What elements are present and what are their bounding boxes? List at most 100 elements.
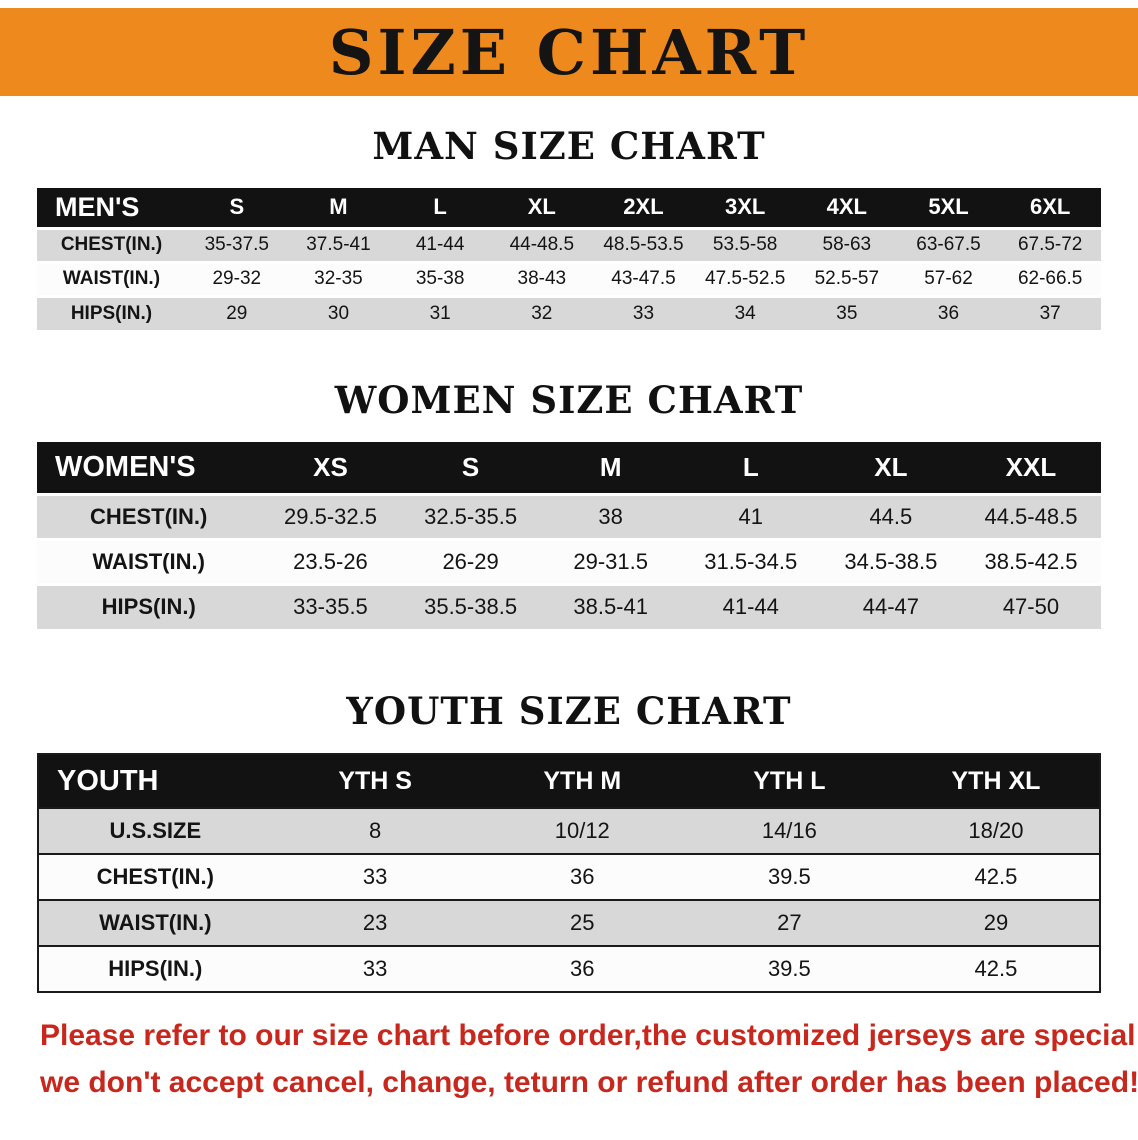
value-cell: 33 <box>632 302 655 324</box>
column-header-cell: XL <box>874 451 908 482</box>
table-row: CHEST(IN.) 33 36 39.5 42.5 <box>38 854 1100 900</box>
man-size-chart-table: MEN'S S M L XL 2XL 3XL 4XL 5XL 6XL CHEST(IN.) 35-37… <box>37 188 1101 330</box>
value-cell: 39.5 <box>767 956 811 981</box>
value-cell: 35-38 <box>415 268 465 289</box>
value-cell: 43-47.5 <box>611 268 676 289</box>
value-cell: 35 <box>836 302 858 324</box>
column-header-cell: YTH S <box>338 766 412 795</box>
row-label-cell: CHEST(IN.) <box>60 234 163 255</box>
value-cell: 36 <box>570 956 595 981</box>
value-cell: 52.5-57 <box>814 268 880 289</box>
women-size-chart-title: WOMEN SIZE CHART <box>334 378 804 422</box>
value-cell: 42.5 <box>974 864 1018 889</box>
value-cell: 29.5-32.5 <box>284 503 377 529</box>
value-cell: 41 <box>738 503 763 529</box>
table-header-row: WOMEN'S XS S M L XL XXL <box>37 442 1101 494</box>
column-header-cell: XXL <box>1005 451 1057 482</box>
table-header-row: MEN'S S M L XL 2XL 3XL 4XL 5XL 6XL <box>37 188 1101 228</box>
row-label-cell: CHEST(IN.) <box>96 864 214 889</box>
youth-size-chart-title: YOUTH SIZE CHART <box>346 689 792 733</box>
value-cell: 36 <box>937 302 960 324</box>
value-cell: 32.5-35.5 <box>424 503 518 529</box>
value-cell: 41-44 <box>722 594 779 620</box>
value-cell: 29 <box>983 910 1009 935</box>
column-header-cell: YTH XL <box>951 766 1041 795</box>
disclaimer-line-2: we don't accept cancel, change, teturn o… <box>40 1065 1138 1099</box>
table-row: HIPS(IN.) 33 36 39.5 42.5 <box>38 946 1100 992</box>
value-cell: 23.5-26 <box>293 548 368 574</box>
section-women-size-chart: WOMEN SIZE CHART WOMEN'S XS S M L XL XXL CHEST(I… <box>0 378 1138 629</box>
table-header-row: YOUTH YTH S YTH M YTH L YTH XL <box>38 754 1100 808</box>
row-label-cell: WAIST(IN.) <box>92 548 205 574</box>
value-cell: 14/16 <box>761 818 817 843</box>
value-cell: 34.5-38.5 <box>844 548 938 574</box>
column-header-cell: YTH L <box>753 766 826 795</box>
value-cell: 44.5 <box>869 503 913 529</box>
column-header-cell: 5XL <box>928 194 969 220</box>
row-label-cell: U.S.SIZE <box>109 818 202 843</box>
value-cell: 23 <box>362 910 388 935</box>
value-cell: 25 <box>570 910 595 935</box>
disclaimer-line-1: Please refer to our size chart before or… <box>40 1019 1138 1052</box>
table-row: CHEST(IN.) 35-37.5 37.5-41 41-44 44-48.5 48.5… <box>37 228 1101 262</box>
value-cell: 47.5-52.5 <box>705 268 786 289</box>
value-cell: 29-32 <box>212 268 262 289</box>
row-label-cell: CHEST(IN.) <box>90 503 208 529</box>
value-cell: 32 <box>531 302 553 324</box>
youth-size-chart-table: YOUTH YTH S YTH M YTH L YTH XL U.S.SIZE 8 10/12… <box>37 753 1101 993</box>
column-header-cell: L <box>742 451 759 482</box>
column-header-cell: M <box>599 451 622 482</box>
value-cell: 48.5-53.5 <box>603 234 684 255</box>
table-row: HIPS(IN.) 29 30 31 32 33 34 35 36 37 <box>37 296 1101 330</box>
table-row: CHEST(IN.) 29.5-32.5 32.5-35.5 38 41 44.5 44.5… <box>37 494 1101 539</box>
value-cell: 57-62 <box>924 268 973 289</box>
row-label-cell: HIPS(IN.) <box>108 956 203 981</box>
table-row: WAIST(IN.) 29-32 32-35 35-38 38-43 43-47.5 47.… <box>37 262 1101 296</box>
size-chart-image: SIZE CHART MAN SIZE CHART MEN'S S M L XL 2XL 3X… <box>0 8 1138 1106</box>
table-row: HIPS(IN.) 33-35.5 35.5-38.5 38.5-41 41-44 44-… <box>37 584 1101 629</box>
value-cell: 29-31.5 <box>573 548 648 574</box>
value-cell: 42.5 <box>974 956 1018 981</box>
column-header-cell: XL <box>527 194 556 220</box>
value-cell: 35-37.5 <box>204 234 270 255</box>
value-cell: 58-63 <box>822 234 872 255</box>
value-cell: 38 <box>598 503 623 529</box>
column-header-cell: 4XL <box>826 194 867 220</box>
row-label-cell: HIPS(IN.) <box>70 302 153 324</box>
value-cell: 10/12 <box>554 818 610 843</box>
value-cell: 39.5 <box>767 864 811 889</box>
value-cell: 62-66.5 <box>1017 268 1083 289</box>
column-header-cell: L <box>433 194 447 220</box>
value-cell: 33 <box>362 864 388 889</box>
value-cell: 31 <box>429 302 451 324</box>
value-cell: 34 <box>734 302 756 324</box>
table-row: WAIST(IN.) 23 25 27 29 <box>38 900 1100 946</box>
section-youth-size-chart: YOUTH SIZE CHART YOUTH YTH S YTH M YTH L YTH … <box>0 689 1138 993</box>
column-header-cell: M <box>329 194 348 220</box>
value-cell: 26-29 <box>442 548 499 574</box>
row-label-cell: HIPS(IN.) <box>101 594 196 620</box>
value-cell: 38.5-42.5 <box>984 548 1078 574</box>
column-header-cell: XS <box>313 451 348 482</box>
value-cell: 30 <box>327 302 350 324</box>
table-corner-label: WOMEN'S <box>55 450 196 483</box>
value-cell: 36 <box>570 864 595 889</box>
value-cell: 18/20 <box>968 818 1024 843</box>
section-man-size-chart: MAN SIZE CHART MEN'S S M L XL 2XL 3XL 4XL 5XL 6XL C… <box>0 124 1138 330</box>
size-chart-sections: MAN SIZE CHART MEN'S S M L XL 2XL 3XL 4XL 5XL 6XL C… <box>0 124 1138 993</box>
value-cell: 38.5-41 <box>573 594 648 620</box>
value-cell: 35.5-38.5 <box>424 594 518 620</box>
value-cell: 38-43 <box>517 268 567 289</box>
value-cell: 53.5-58 <box>712 234 778 255</box>
women-size-chart-table: WOMEN'S XS S M L XL XXL CHEST(IN.) 29.5-32.5 32.5… <box>37 442 1101 629</box>
value-cell: 67.5-72 <box>1017 234 1083 255</box>
table-corner-label: YOUTH <box>57 764 159 797</box>
man-size-chart-title: MAN SIZE CHART <box>372 124 766 168</box>
value-cell: 44-47 <box>862 594 919 620</box>
table-corner-label: MEN'S <box>55 191 140 222</box>
column-header-cell: 3XL <box>724 194 766 220</box>
value-cell: 31.5-34.5 <box>704 548 798 574</box>
value-cell: 44.5-48.5 <box>984 503 1078 529</box>
value-cell: 63-67.5 <box>916 234 981 255</box>
column-header-cell: S <box>229 194 245 220</box>
